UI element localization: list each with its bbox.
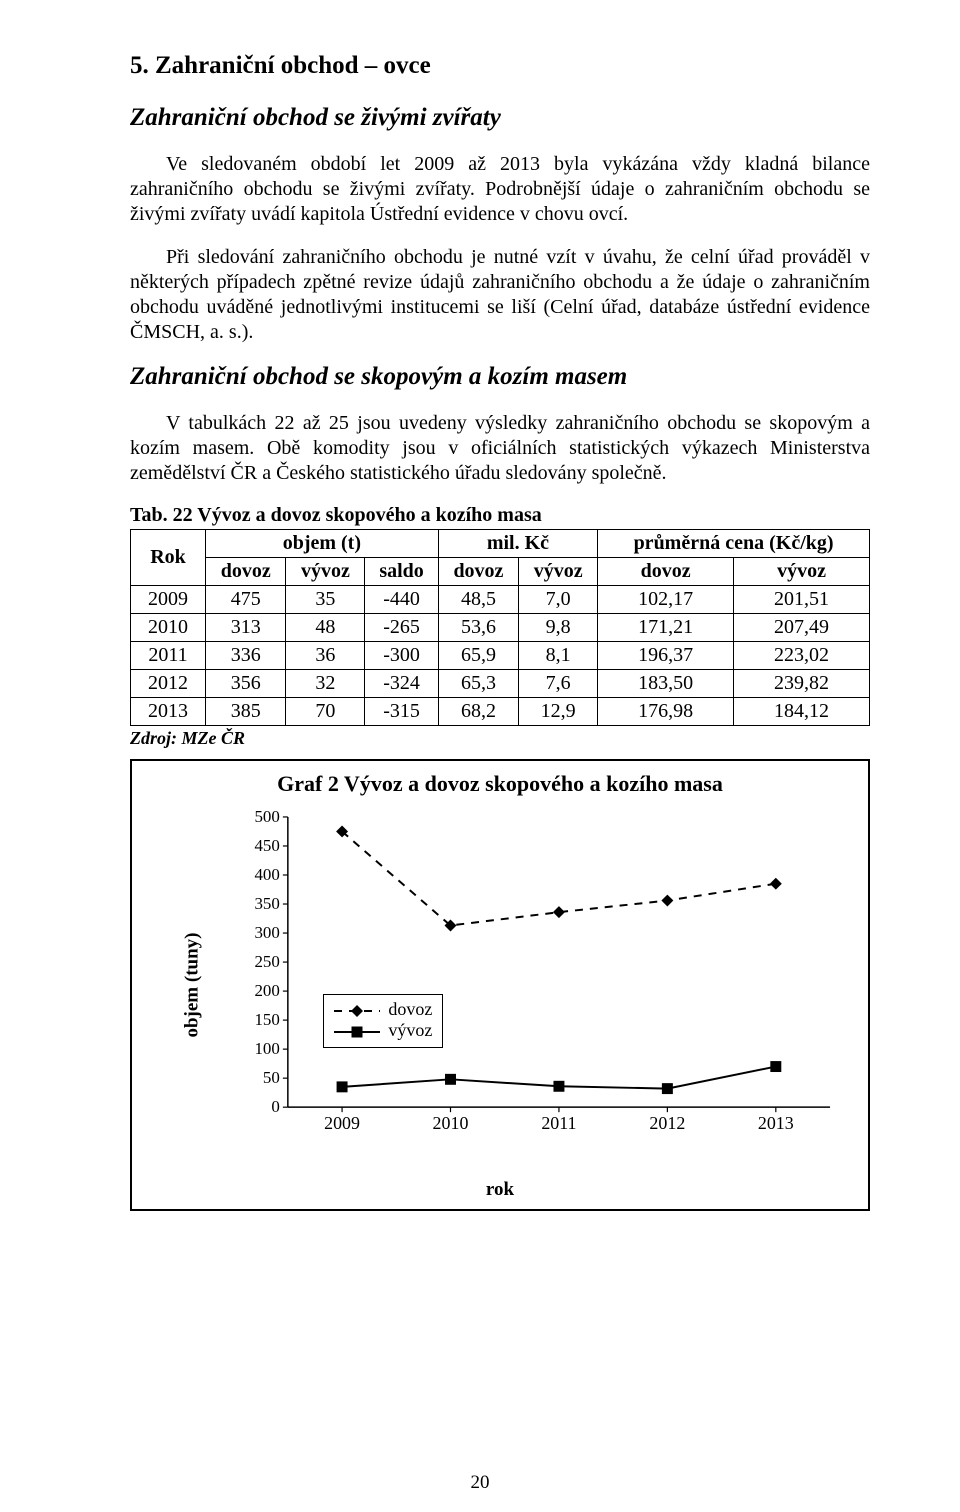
svg-text:2012: 2012 [649, 1113, 685, 1133]
table-cell: 183,50 [598, 670, 734, 698]
svg-text:150: 150 [254, 1010, 279, 1029]
table-row: 201338570-31568,212,9176,98184,12 [131, 698, 870, 726]
svg-text:50: 50 [263, 1068, 280, 1087]
table-cell: 171,21 [598, 614, 734, 642]
chart-ylabel: objem (tuny) [182, 932, 204, 1037]
table-cell: 385 [206, 698, 286, 726]
table-cell: 2010 [131, 614, 206, 642]
table-cell: 32 [286, 670, 365, 698]
paragraph-3: V tabulkách 22 až 25 jsou uvedeny výsled… [130, 411, 870, 486]
table-cell: 36 [286, 642, 365, 670]
legend-label: dovoz [388, 999, 432, 1020]
col-rok: Rok [131, 530, 206, 586]
col-saldo: saldo [365, 558, 438, 586]
table-cell: 8,1 [519, 642, 598, 670]
table-cell: -324 [365, 670, 438, 698]
chart-plot: 0 50 100 150 200 250 300 350 400 450 500 2009 2010 20… [242, 809, 840, 1137]
table-cell: 68,2 [438, 698, 518, 726]
svg-text:2013: 2013 [758, 1113, 794, 1133]
table-cell: -300 [365, 642, 438, 670]
col-vyvoz: vývoz [734, 558, 870, 586]
table-cell: -315 [365, 698, 438, 726]
colgroup-cena: průměrná cena (Kč/kg) [598, 530, 870, 558]
table-source: Zdroj: MZe ČR [130, 728, 870, 749]
svg-text:300: 300 [254, 923, 279, 942]
table-cell: 2013 [131, 698, 206, 726]
table-cell: 70 [286, 698, 365, 726]
table-cell: 2011 [131, 642, 206, 670]
table-cell: 2012 [131, 670, 206, 698]
table-cell: 9,8 [519, 614, 598, 642]
col-vyvoz: vývoz [519, 558, 598, 586]
table-cell: 7,0 [519, 586, 598, 614]
colgroup-objem: objem (t) [206, 530, 439, 558]
svg-text:2011: 2011 [541, 1113, 576, 1133]
table-cell: 475 [206, 586, 286, 614]
svg-text:0: 0 [271, 1097, 279, 1116]
table-row: 201133636-30065,98,1196,37223,02 [131, 642, 870, 670]
legend-label: vývoz [388, 1020, 432, 1041]
svg-text:250: 250 [254, 952, 279, 971]
paragraph-1: Ve sledovaném období let 2009 až 2013 by… [130, 152, 870, 227]
table-cell: 356 [206, 670, 286, 698]
table-cell: 184,12 [734, 698, 870, 726]
table-cell: 65,9 [438, 642, 518, 670]
svg-text:2010: 2010 [433, 1113, 469, 1133]
svg-text:100: 100 [254, 1039, 279, 1058]
colgroup-milkc: mil. Kč [438, 530, 597, 558]
table-cell: 223,02 [734, 642, 870, 670]
col-dovoz: dovoz [598, 558, 734, 586]
svg-text:500: 500 [254, 809, 279, 826]
data-table: Rok objem (t) mil. Kč průměrná cena (Kč/… [130, 529, 870, 726]
table-cell: 102,17 [598, 586, 734, 614]
svg-text:400: 400 [254, 865, 279, 884]
table-caption: Tab. 22 Vývoz a dovoz skopového a kozího… [130, 504, 870, 527]
table-cell: 35 [286, 586, 365, 614]
svg-text:2009: 2009 [324, 1113, 360, 1133]
svg-text:200: 200 [254, 981, 279, 1000]
table-cell: 7,6 [519, 670, 598, 698]
col-dovoz: dovoz [206, 558, 286, 586]
table-cell: 48,5 [438, 586, 518, 614]
legend-row: vývoz [334, 1020, 432, 1041]
svg-text:350: 350 [254, 894, 279, 913]
table-cell: 196,37 [598, 642, 734, 670]
subsection-title-2: Zahraniční obchod se skopovým a kozím ma… [130, 363, 870, 391]
chart-xlabel: rok [132, 1179, 868, 1201]
paragraph-2: Při sledování zahraničního obchodu je nu… [130, 245, 870, 345]
table-cell: 53,6 [438, 614, 518, 642]
page-number: 20 [0, 1472, 960, 1494]
table-cell: 207,49 [734, 614, 870, 642]
table-row: 201235632-32465,37,6183,50239,82 [131, 670, 870, 698]
table-row: 200947535-44048,57,0102,17201,51 [131, 586, 870, 614]
table-cell: 176,98 [598, 698, 734, 726]
chart-title: Graf 2 Vývoz a dovoz skopového a kozího … [132, 771, 868, 797]
table-cell: 2009 [131, 586, 206, 614]
table-cell: 336 [206, 642, 286, 670]
table-cell: 65,3 [438, 670, 518, 698]
chart-container: Graf 2 Vývoz a dovoz skopového a kozího … [130, 759, 870, 1211]
table-cell: 201,51 [734, 586, 870, 614]
chart-legend: dovozvývoz [323, 994, 443, 1048]
table-cell: 12,9 [519, 698, 598, 726]
table-cell: 313 [206, 614, 286, 642]
legend-row: dovoz [334, 999, 432, 1020]
table-cell: -440 [365, 586, 438, 614]
svg-text:450: 450 [254, 836, 279, 855]
table-cell: 48 [286, 614, 365, 642]
section-title: 5. Zahraniční obchod – ovce [130, 52, 870, 80]
table-cell: 239,82 [734, 670, 870, 698]
subsection-title-1: Zahraniční obchod se živými zvířaty [130, 104, 870, 132]
table-cell: -265 [365, 614, 438, 642]
col-vyvoz: vývoz [286, 558, 365, 586]
table-row: 201031348-26553,69,8171,21207,49 [131, 614, 870, 642]
col-dovoz: dovoz [438, 558, 518, 586]
